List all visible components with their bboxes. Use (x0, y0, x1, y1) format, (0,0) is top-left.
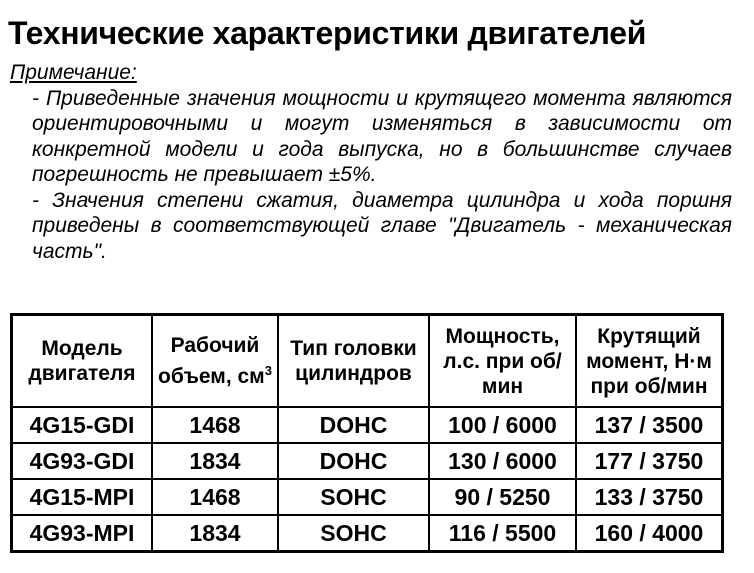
header-model: Модель двигателя (10, 313, 153, 408)
note-block: Примечание: - Приведенные значения мощно… (10, 60, 732, 264)
table-cell: 177 / 3750 (575, 442, 724, 480)
header-power: Мощность, л.с. при об/мин (428, 313, 577, 408)
header-volume-sup: 3 (264, 363, 272, 378)
table-cell: SOHC (277, 514, 430, 553)
table-cell: 160 / 4000 (575, 514, 724, 553)
table-cell: 100 / 6000 (428, 406, 577, 444)
table-cell: 4G93-GDI (10, 442, 153, 480)
header-head-type: Тип головки цилиндров (277, 313, 430, 408)
table-cell: 133 / 3750 (575, 478, 724, 516)
table-cell: 137 / 3500 (575, 406, 724, 444)
note-item: - Приведенные значения мощности и крутящ… (32, 86, 732, 187)
table-cell: 1834 (151, 514, 279, 553)
header-volume-text: Рабочий объем, см (158, 334, 265, 388)
table-cell: 1468 (151, 406, 279, 444)
table-cell: DOHC (277, 442, 430, 480)
table-cell: 4G15-MPI (10, 478, 153, 516)
table-cell: 116 / 5500 (428, 514, 577, 553)
table-cell: DOHC (277, 406, 430, 444)
header-torque: Крутящий момент, Н·м при об/мин (575, 313, 724, 408)
page-title: Технические характеристики двигателей (8, 15, 647, 51)
table-cell: 4G93-MPI (10, 514, 153, 553)
note-label: Примечание: (10, 61, 137, 84)
table-cell: 4G15-GDI (10, 406, 153, 444)
table-row: 4G15-GDI 1468 DOHC 100 / 6000 137 / 3500 (10, 406, 724, 444)
table-row: 4G93-MPI 1834 SOHC 116 / 5500 160 / 4000 (10, 514, 724, 553)
engine-specs-table: Модель двигателя Рабочий объем, см3 Тип … (10, 313, 724, 553)
table-cell: SOHC (277, 478, 430, 516)
table-header-row: Модель двигателя Рабочий объем, см3 Тип … (10, 313, 724, 408)
table-row: 4G15-MPI 1468 SOHC 90 / 5250 133 / 3750 (10, 478, 724, 516)
table-cell: 90 / 5250 (428, 478, 577, 516)
table-cell: 130 / 6000 (428, 442, 577, 480)
table-cell: 1834 (151, 442, 279, 480)
note-item: - Значения степени сжатия, диаметра цили… (32, 188, 732, 263)
table-cell: 1468 (151, 478, 279, 516)
header-volume: Рабочий объем, см3 (151, 313, 279, 408)
table-row: 4G93-GDI 1834 DOHC 130 / 6000 177 / 3750 (10, 442, 724, 480)
